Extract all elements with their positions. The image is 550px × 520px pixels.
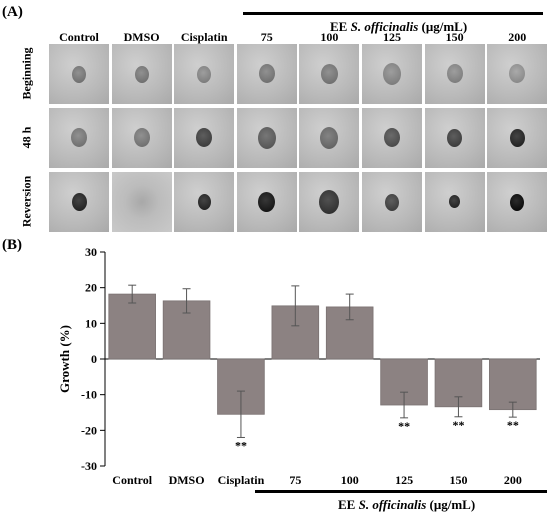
spheroid (258, 191, 276, 212)
spheroid (383, 63, 401, 86)
micrograph-cell (174, 172, 235, 232)
spheroid (509, 129, 525, 147)
significance-marker: ** (507, 418, 519, 432)
column-label: 100 (320, 30, 339, 44)
y-axis-label: Growth (%) (57, 325, 72, 393)
group-species: S. officinalis (358, 497, 427, 512)
column-label: 200 (508, 30, 527, 44)
column-label: 150 (445, 30, 464, 44)
group-prefix: EE (338, 497, 356, 512)
y-tick-label: 30 (85, 245, 97, 259)
panel-b-group-rule (255, 490, 547, 493)
micrograph-cell (299, 108, 360, 168)
micrograph-cell (49, 108, 109, 168)
spheroid (134, 65, 149, 83)
column-label: Control (59, 30, 99, 44)
micrograph-cell (299, 172, 360, 232)
micrograph-cell (174, 108, 235, 168)
micrograph-cell (362, 108, 422, 168)
spheroid (447, 129, 463, 147)
y-tick-label: 0 (91, 352, 97, 366)
category-label: 75 (289, 473, 301, 487)
micrograph-cell (299, 44, 360, 104)
micrograph-cell (424, 44, 485, 104)
category-label: DMSO (169, 473, 205, 487)
micrograph-cell (236, 172, 297, 232)
category-label: Cisplatin (218, 473, 265, 487)
micrograph-cell (487, 44, 548, 104)
micrograph-cell (424, 108, 485, 168)
category-label: 150 (449, 473, 467, 487)
spheroid (320, 63, 338, 84)
micrograph-cell (111, 44, 172, 104)
micrograph-cell (49, 172, 109, 232)
micrograph-cell (49, 44, 109, 104)
spheroid (197, 194, 211, 211)
y-tick-label: 20 (85, 281, 97, 295)
spheroid (71, 128, 87, 148)
micrograph-cell (111, 172, 172, 232)
micrograph-cell (362, 44, 422, 104)
spheroid (509, 64, 526, 84)
spheroid (258, 64, 275, 84)
spheroid (320, 127, 339, 150)
micrograph-cell (236, 108, 297, 168)
column-label: Cisplatin (180, 30, 228, 44)
micrograph-cell (424, 172, 485, 232)
micrograph-cell (487, 172, 548, 232)
panel-b-label: (B) (2, 237, 22, 253)
micrograph-cell (174, 44, 235, 104)
category-label: 100 (341, 473, 359, 487)
y-tick-label: -10 (81, 388, 97, 402)
micrograph-cell (111, 108, 172, 168)
bar (489, 358, 537, 411)
significance-marker: ** (398, 419, 410, 433)
group-unit: (μg/mL) (429, 497, 476, 512)
panel-b-group-label: EE S. officinalis (μg/mL) (338, 497, 475, 513)
spheroid (196, 128, 213, 148)
panel-a-group-rule (243, 12, 543, 15)
spheroid (384, 128, 400, 148)
category-label: Control (112, 473, 152, 487)
spheroid (257, 127, 276, 150)
micrograph-cell (362, 172, 422, 232)
spheroid (446, 64, 463, 84)
group-prefix: EE (330, 19, 348, 34)
micrograph-cell (487, 108, 548, 168)
significance-marker: ** (452, 418, 464, 432)
y-tick-label: 10 (85, 316, 97, 330)
group-unit: (μg/mL) (421, 19, 468, 34)
spheroid (449, 195, 461, 209)
spheroid (197, 65, 212, 83)
panel-a-label: (A) (2, 4, 23, 20)
y-tick-label: -20 (81, 423, 97, 437)
spheroid (72, 65, 86, 83)
column-label: 75 (260, 30, 273, 44)
spheroid (510, 193, 525, 211)
category-label: 125 (395, 473, 413, 487)
group-species: S. officinalis (350, 19, 419, 34)
spheroid (385, 193, 399, 211)
micrograph-cell (236, 44, 297, 104)
spheroid (71, 193, 87, 211)
spheroid (133, 128, 150, 148)
significance-marker: ** (235, 438, 247, 452)
y-tick-label: -30 (81, 459, 97, 473)
column-label: DMSO (123, 30, 160, 44)
category-label: 200 (504, 473, 522, 487)
column-label: 125 (383, 30, 401, 44)
panel-a-group-label: EE S. officinalis (μg/mL) (330, 19, 467, 35)
bar (108, 293, 156, 360)
spheroid (319, 190, 340, 214)
bar (325, 306, 374, 360)
